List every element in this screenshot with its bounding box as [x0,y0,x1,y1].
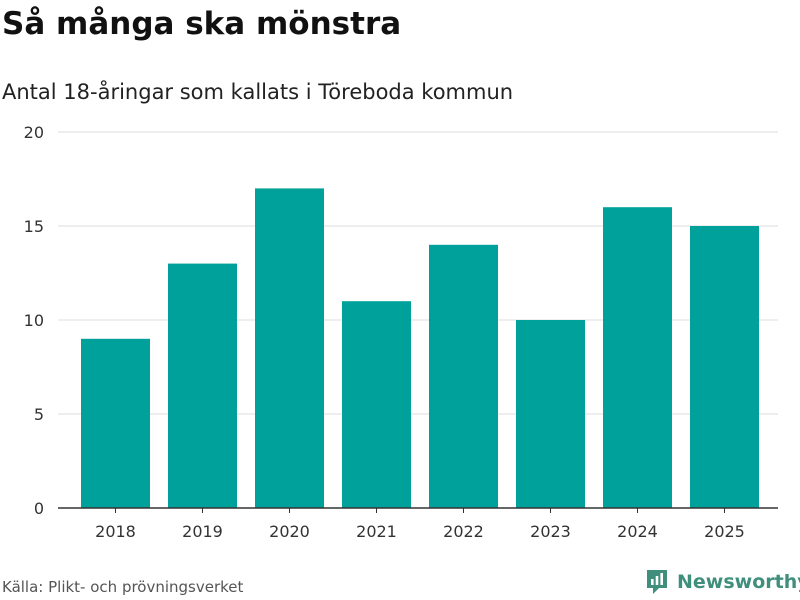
bar [342,301,411,508]
x-tick-label: 2023 [530,522,571,541]
x-tick-label: 2024 [617,522,658,541]
bar [81,338,150,508]
y-tick-label: 5 [34,405,44,424]
source-note: Källa: Plikt- och prövningsverket [2,578,244,596]
x-tick-label: 2021 [356,522,397,541]
x-tick-label: 2018 [95,522,136,541]
chart-title: Så många ska mönstra [2,6,402,42]
bar [255,188,324,508]
x-tick-label: 2025 [704,522,745,541]
y-tick-label: 15 [24,217,44,236]
brand-logo: Newsworthy [645,568,800,596]
y-tick-label: 0 [34,499,44,518]
brand-name: Newsworthy [677,571,800,593]
y-tick-label: 10 [24,311,44,330]
bar [429,244,498,509]
x-tick-label: 2020 [269,522,310,541]
chart-subtitle: Antal 18-åringar som kallats i Töreboda … [2,80,514,104]
bar [690,226,759,508]
newsworthy-logo-icon [647,570,667,594]
x-tick-label: 2022 [443,522,484,541]
bar-chart: 0 5 10 15 20 2018 2019 2020 2021 2022 2023 2024 2025 [24,123,778,541]
y-tick-label: 20 [24,123,44,142]
bar [168,263,237,508]
bar [603,207,672,508]
x-tick-label: 2019 [182,522,223,541]
bar [516,320,585,508]
